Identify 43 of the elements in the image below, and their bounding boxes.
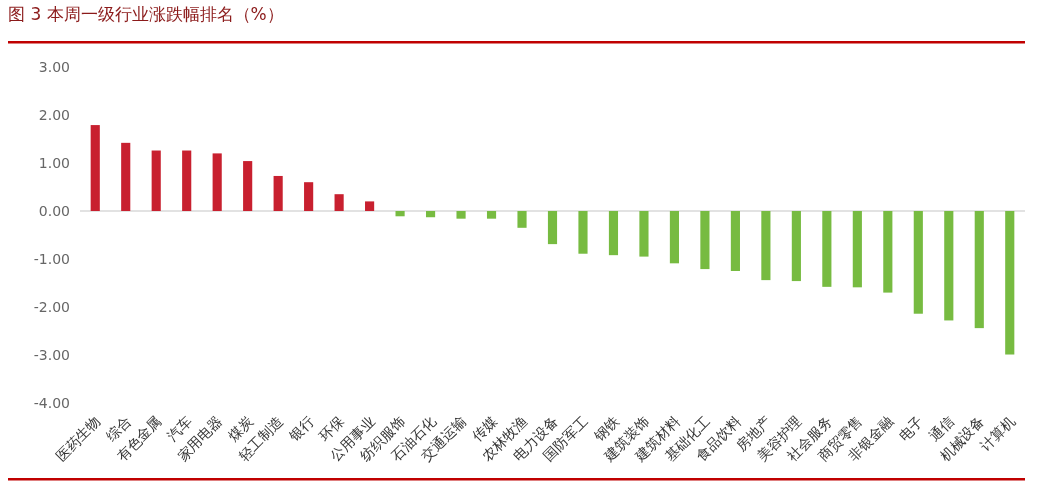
bar [395,211,405,217]
bar [425,211,436,218]
chart-title: 图 3 本周一级行业涨跌幅排名（%） [8,4,284,24]
bar [273,175,283,211]
bar [608,211,619,256]
y-tick-label: -1.00 [33,250,70,267]
bar [456,211,466,219]
y-tick-label: -2.00 [33,298,70,315]
y-tick-label: 1.00 [38,154,70,171]
bar [243,161,253,211]
bar [151,150,161,211]
bar [761,211,771,281]
y-tick-label: -4.00 [33,394,70,411]
bar [944,211,954,321]
bar [974,211,984,329]
bar [700,211,710,270]
bar [791,211,801,282]
y-tick-label: 0.00 [38,202,70,219]
bar [304,182,314,211]
bar [365,201,375,211]
bar [121,142,131,211]
bar [822,211,832,287]
bar [913,211,923,314]
bar [669,211,680,264]
bar [334,194,344,211]
bar [883,211,893,293]
bar [1005,211,1015,355]
bar [730,211,740,271]
bar [517,211,527,228]
x-tick-label: 银行 [284,412,317,445]
bar [212,153,222,211]
bar [639,211,649,257]
bar [578,211,588,254]
bar [852,211,862,288]
x-tick-label: 医药生物 [52,412,104,464]
x-tick-label: 电子 [895,412,927,444]
y-tick-label: 2.00 [38,106,70,123]
bar [182,150,192,211]
y-tick-label: -3.00 [33,346,70,363]
bar [547,211,558,245]
bar [90,125,100,211]
bar [486,211,497,219]
y-tick-label: 3.00 [38,58,70,75]
